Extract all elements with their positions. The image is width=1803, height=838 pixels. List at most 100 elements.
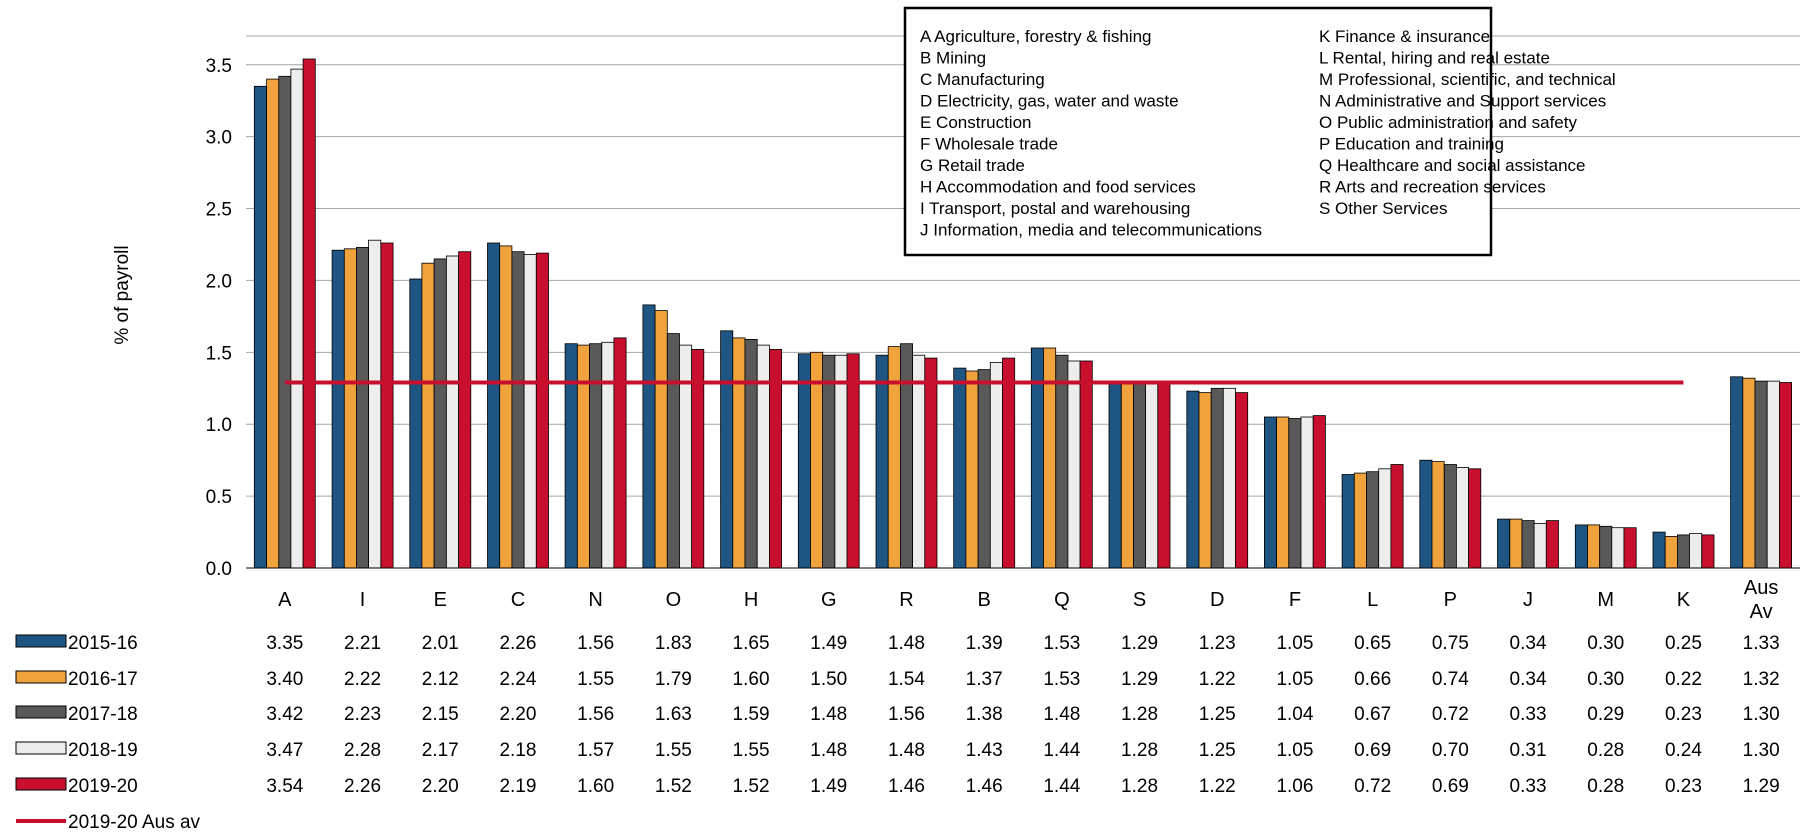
data-label: 1.53	[1043, 669, 1080, 690]
bar	[756, 344, 770, 569]
data-label: 1.04	[1276, 704, 1313, 725]
bar	[810, 351, 824, 569]
bar	[732, 337, 746, 569]
bar	[613, 337, 627, 569]
data-label: 2.12	[422, 669, 459, 690]
data-label: 2.18	[499, 740, 536, 761]
data-label: 1.49	[810, 776, 847, 797]
legend-key-item: C Manufacturing	[920, 70, 1045, 89]
data-label: 1.52	[655, 776, 692, 797]
bar	[523, 254, 537, 569]
data-label: 2.01	[422, 633, 459, 654]
data-label: 0.65	[1354, 633, 1391, 654]
bar	[1509, 518, 1523, 569]
y-tick-label: 3.0	[206, 128, 232, 149]
data-label: 2.24	[499, 669, 536, 690]
bar	[822, 354, 836, 569]
data-label: 3.47	[266, 740, 303, 761]
bar	[1545, 520, 1559, 569]
data-label: 3.42	[266, 704, 303, 725]
bar	[887, 346, 901, 569]
x-axis-labels: A I E C N O H G R B Q S D F L P J M K Aus Av	[278, 577, 1778, 623]
data-label: 2.26	[344, 776, 381, 797]
bar	[577, 344, 591, 569]
data-label: 0.34	[1510, 633, 1547, 654]
bar	[900, 343, 914, 569]
legend-key-item: F Wholesale trade	[920, 135, 1058, 154]
data-label: 1.48	[810, 704, 847, 725]
y-tick-label: 0.5	[206, 487, 232, 508]
data-label: 1.55	[655, 740, 692, 761]
x-tick-label: N	[588, 589, 602, 611]
bar	[409, 278, 423, 569]
bar	[589, 343, 603, 569]
legend-key-item: A Agriculture, forestry & fishing	[920, 27, 1152, 46]
bar	[355, 246, 369, 569]
bar	[601, 341, 615, 569]
bar	[1288, 418, 1302, 569]
data-label: 1.53	[1043, 633, 1080, 654]
bar	[1497, 518, 1511, 569]
bar	[1133, 383, 1147, 569]
data-label: 1.44	[1043, 740, 1080, 761]
series-name: 2018-19	[68, 740, 138, 761]
reference-line-label: 2019-20 Aus av	[68, 812, 201, 833]
data-label: 2.21	[344, 633, 381, 654]
data-label: 1.79	[655, 669, 692, 690]
bar	[1533, 523, 1547, 569]
legend-key-item: J Information, media and telecommunicati…	[920, 221, 1262, 240]
bar	[1730, 376, 1744, 569]
data-label: 3.40	[266, 669, 303, 690]
bar	[278, 75, 292, 569]
data-label: 1.46	[966, 776, 1003, 797]
x-tick-label: M	[1597, 589, 1614, 611]
bar	[1067, 360, 1081, 569]
bar	[679, 344, 693, 569]
bar	[1677, 534, 1691, 569]
data-label: 1.32	[1743, 669, 1780, 690]
legend-key-item: M Professional, scientific, and technica…	[1319, 70, 1616, 89]
bar	[1611, 527, 1625, 569]
bar	[421, 262, 435, 569]
data-label: 0.74	[1432, 669, 1469, 690]
bar	[744, 338, 758, 569]
data-label: 1.33	[1743, 633, 1780, 654]
data-label: 0.30	[1587, 669, 1624, 690]
data-label: 2.20	[422, 776, 459, 797]
bar	[1664, 536, 1678, 569]
bar	[875, 354, 889, 569]
bar	[1468, 468, 1482, 569]
bar	[834, 354, 848, 569]
bar	[1754, 380, 1768, 569]
legend-swatch	[15, 705, 67, 719]
data-label: 1.60	[733, 669, 770, 690]
bar	[343, 248, 357, 569]
x-tick-label: G	[821, 589, 837, 611]
legend-key-item: S Other Services	[1319, 199, 1448, 218]
x-tick-label: C	[511, 589, 525, 611]
y-tick-label: 1.0	[206, 415, 232, 436]
bar	[720, 330, 734, 569]
data-label: 1.56	[888, 704, 925, 725]
legend-key-item: H Accommodation and food services	[920, 178, 1196, 197]
data-label: 1.44	[1043, 776, 1080, 797]
legend-key-item: L Rental, hiring and real estate	[1319, 49, 1550, 68]
bar	[1378, 468, 1392, 569]
bar	[1521, 520, 1535, 569]
bar	[458, 251, 472, 569]
data-label: 0.30	[1587, 633, 1624, 654]
bar	[511, 251, 525, 569]
bar	[846, 353, 860, 569]
bar	[912, 354, 926, 569]
x-tick-label: H	[744, 589, 758, 611]
data-label: 1.49	[810, 633, 847, 654]
bar	[487, 242, 501, 569]
bar	[1312, 415, 1326, 569]
legend-key-item: I Transport, postal and warehousing	[920, 199, 1190, 218]
y-axis-label: % of payroll	[112, 245, 133, 344]
bar	[266, 78, 280, 569]
bar	[977, 369, 991, 569]
data-label: 0.70	[1432, 740, 1469, 761]
bar	[1366, 471, 1380, 569]
